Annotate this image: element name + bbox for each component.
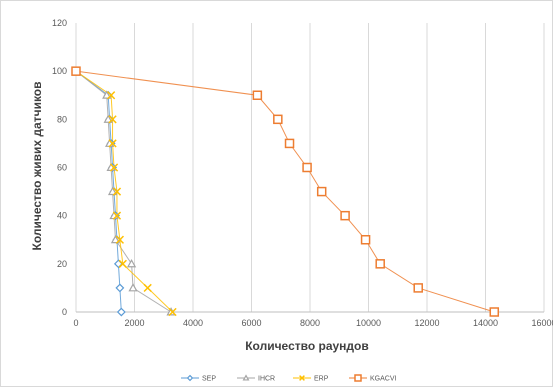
x-tick-label: 4000: [183, 318, 203, 328]
data-point-kgacvi: [413, 283, 423, 293]
legend-item-ihcr: IHCR: [237, 374, 275, 383]
data-point-ihcr: [126, 258, 137, 268]
data-point-kgacvi: [489, 307, 500, 317]
data-point-erp: [168, 307, 177, 317]
y-axis-title: Количество живих датчиков: [30, 82, 44, 251]
x-tick-label: 8000: [300, 318, 320, 328]
data-point-kgacvi: [360, 235, 371, 245]
data-point-ihcr: [110, 234, 121, 244]
data-point-erp: [143, 283, 152, 293]
data-point-erp: [115, 235, 125, 244]
y-tick-label: 40: [57, 211, 67, 221]
data-point-kgacvi: [252, 90, 263, 100]
legend-marker: [242, 374, 250, 381]
x-axis-title: Количество раундов: [245, 339, 369, 353]
legend-label: ERP: [314, 376, 329, 383]
data-point-kgacvi: [71, 66, 81, 76]
data-point-kgacvi: [302, 162, 312, 173]
legend-label: IHCR: [258, 376, 275, 383]
y-tick-label: 120: [52, 18, 67, 28]
series-line-ihcr: [75, 70, 172, 313]
data-point-erp: [109, 163, 119, 172]
data-point-ihcr: [128, 283, 138, 292]
series-layer: [71, 66, 500, 317]
x-tick-label: 10000: [356, 318, 381, 328]
y-tick-label: 80: [57, 114, 67, 124]
legend-item-erp: ERP: [293, 375, 329, 383]
data-point-sep: [115, 283, 125, 293]
legend-label: KGACVI: [370, 376, 397, 383]
series-line-erp: [75, 70, 173, 313]
data-point-kgacvi: [340, 210, 350, 221]
x-tick-label: 6000: [241, 318, 261, 328]
data-point-erp: [106, 91, 116, 100]
data-point-sep: [116, 307, 126, 317]
legend: SEP IHCR ERP KGACVI: [181, 374, 397, 383]
data-point-kgacvi: [316, 186, 327, 197]
data-point-kgacvi: [375, 259, 385, 269]
legend-marker: [354, 374, 362, 382]
x-tick-label: 14000: [473, 318, 498, 328]
x-tick-label: 12000: [414, 318, 439, 328]
legend-item-kgacvi: KGACVI: [349, 374, 397, 383]
data-point-erp: [112, 211, 122, 220]
y-tick-label: 60: [57, 163, 67, 173]
legend-item-sep: SEP: [181, 374, 216, 383]
data-point-erp: [108, 115, 117, 124]
data-point-erp: [112, 187, 122, 196]
legend-marker: [299, 375, 305, 381]
legend-marker: [186, 374, 194, 382]
y-tick-label: 0: [62, 307, 67, 317]
legend-label: SEP: [202, 376, 216, 383]
data-point-erp: [118, 259, 127, 268]
x-tick-label: 2000: [124, 318, 144, 328]
y-tick-label: 100: [52, 66, 67, 76]
data-point-ihcr: [102, 90, 112, 99]
y-tick-label: 20: [57, 259, 67, 269]
data-point-ihcr: [103, 114, 113, 123]
data-point-kgacvi: [273, 114, 283, 125]
data-point-ihcr: [107, 186, 118, 196]
data-point-kgacvi: [284, 138, 295, 149]
series-line-kgacvi: [75, 70, 495, 313]
x-tick-label: 0: [73, 318, 78, 328]
data-point-erp: [108, 139, 117, 148]
